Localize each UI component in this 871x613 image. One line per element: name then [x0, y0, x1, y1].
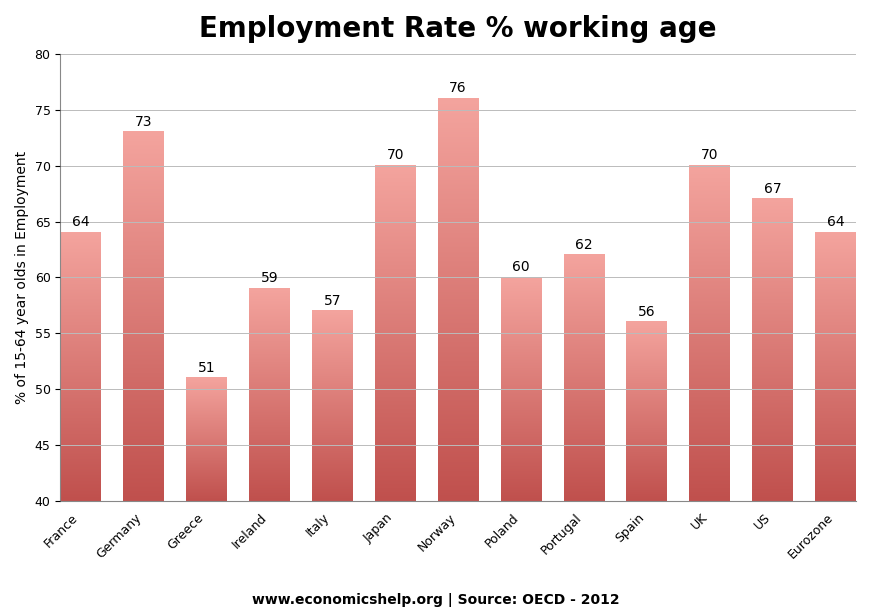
Bar [501, 278, 542, 501]
Y-axis label: % of 15-64 year olds in Employment: % of 15-64 year olds in Employment [15, 151, 29, 404]
Text: 60: 60 [512, 260, 530, 274]
Bar [123, 132, 164, 501]
Text: 59: 59 [260, 272, 278, 285]
Text: www.economicshelp.org | Source: OECD - 2012: www.economicshelp.org | Source: OECD - 2… [252, 593, 619, 607]
Bar [438, 99, 478, 501]
Bar [564, 255, 604, 501]
Bar [438, 99, 478, 501]
Bar [689, 166, 730, 501]
Text: 64: 64 [72, 215, 90, 229]
Text: 57: 57 [324, 294, 341, 308]
Bar [249, 289, 290, 501]
Bar [626, 322, 667, 501]
Text: 64: 64 [827, 215, 844, 229]
Text: 70: 70 [701, 148, 719, 162]
Bar [375, 166, 415, 501]
Bar [123, 132, 164, 501]
Bar [564, 255, 604, 501]
Bar [626, 322, 667, 501]
Bar [312, 311, 353, 501]
Bar [753, 199, 793, 501]
Bar [753, 199, 793, 501]
Text: 70: 70 [387, 148, 404, 162]
Bar [312, 311, 353, 501]
Text: 76: 76 [449, 81, 467, 95]
Text: 62: 62 [575, 238, 593, 252]
Text: 56: 56 [638, 305, 656, 319]
Title: Employment Rate % working age: Employment Rate % working age [199, 15, 717, 43]
Bar [60, 233, 101, 501]
Bar [249, 289, 290, 501]
Bar [186, 378, 227, 501]
Bar [815, 233, 856, 501]
Text: 73: 73 [135, 115, 152, 129]
Bar [501, 278, 542, 501]
Bar [815, 233, 856, 501]
Bar [375, 166, 415, 501]
Bar [60, 233, 101, 501]
Text: 67: 67 [764, 182, 781, 196]
Text: 51: 51 [198, 361, 215, 375]
Bar [186, 378, 227, 501]
Bar [689, 166, 730, 501]
